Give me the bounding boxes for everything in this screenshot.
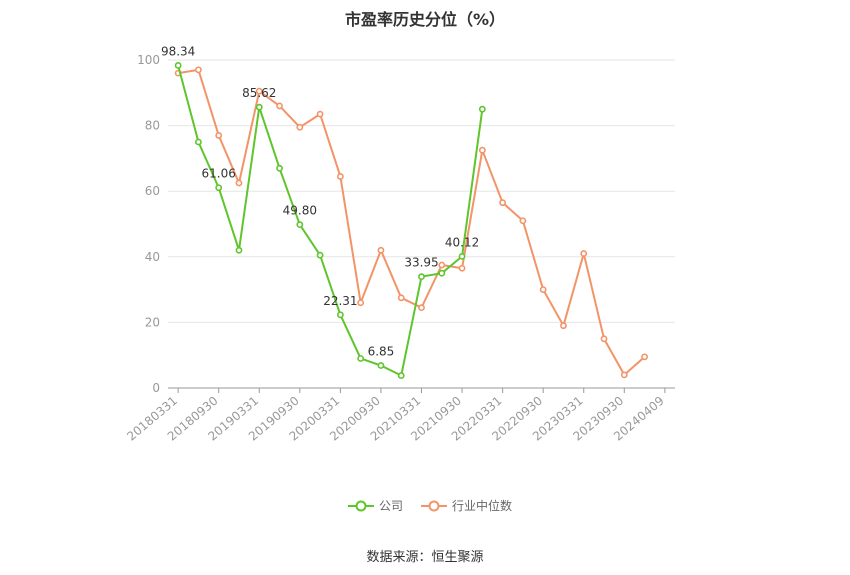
series-point-1	[519, 217, 527, 225]
series-point-0	[215, 184, 223, 192]
legend-swatch-industry-median	[421, 500, 448, 511]
data-label: 61.06	[202, 167, 236, 181]
series-point-0	[377, 362, 385, 369]
y-tick-label: 80	[145, 119, 160, 133]
series-point-1	[539, 286, 547, 293]
legend-label-industry-median: 行业中位数	[452, 499, 513, 513]
series-point-0	[336, 311, 344, 319]
series-point-1	[215, 132, 223, 139]
series-point-0	[438, 269, 446, 277]
legend-item-industry-median[interactable]: 行业中位数	[421, 497, 512, 514]
series-point-1	[296, 123, 304, 131]
series-point-1	[235, 179, 243, 187]
series-point-1	[397, 294, 405, 302]
chart-title: 市盈率历史分位（%）	[344, 10, 506, 29]
series-point-1	[478, 146, 486, 154]
legend-marker-industry-median	[428, 500, 440, 511]
legend-swatch-company	[348, 500, 374, 511]
legend-label-company: 公司	[379, 499, 404, 513]
series-point-1	[620, 371, 628, 379]
y-tick-label: 60	[145, 184, 160, 198]
data-label-layer: 98.34 61.06 85.62 49.80 22.31 6.85 33.95 40.12	[161, 44, 479, 358]
series-point-0	[174, 62, 182, 69]
legend-marker-company	[355, 500, 367, 511]
series-point-1	[195, 66, 202, 74]
series-point-1	[418, 304, 425, 312]
data-label: 22.31	[323, 294, 357, 308]
series-point-0	[235, 246, 243, 254]
series-layer	[174, 62, 648, 379]
series-point-1	[357, 299, 365, 307]
y-tick-label: 100	[137, 53, 160, 67]
grid-layer	[168, 59, 675, 323]
series-point-0	[316, 251, 324, 259]
series-point-1	[336, 173, 344, 180]
y-tick-label: 0	[152, 381, 160, 395]
series-point-1	[458, 264, 466, 272]
series-point-1	[255, 87, 263, 95]
series-point-1	[438, 261, 446, 269]
series-point-0	[255, 103, 263, 111]
series-point-1	[499, 199, 507, 207]
series-point-0	[357, 355, 365, 362]
series-point-1	[276, 102, 283, 110]
series-point-1	[600, 335, 608, 343]
series-point-1	[560, 322, 567, 330]
series-point-1	[377, 246, 385, 254]
series-line-1	[177, 68, 646, 376]
series-point-0	[397, 372, 405, 379]
data-label: 33.95	[404, 256, 438, 270]
data-label: 6.85	[368, 345, 395, 359]
series-point-0	[296, 221, 304, 229]
series-point-0	[195, 138, 202, 146]
data-label: 40.12	[445, 235, 479, 249]
series-point-0	[478, 105, 486, 113]
y-tick-label: 20	[145, 315, 160, 329]
data-label: 98.34	[161, 44, 195, 58]
series-point-1	[580, 250, 588, 257]
data-source: 数据来源：恒生聚源	[366, 550, 484, 565]
series-point-1	[641, 353, 648, 361]
series-point-0	[458, 253, 466, 260]
y-tick-label: 40	[145, 250, 160, 264]
series-point-0	[418, 273, 425, 281]
data-label: 49.80	[283, 204, 317, 218]
axis-layer: 0204060801002018033120180930201903312019…	[124, 53, 675, 444]
series-line-0	[177, 65, 484, 377]
series-point-0	[276, 164, 283, 172]
legend: 公司 行业中位数	[348, 497, 530, 514]
legend-item-company[interactable]: 公司	[348, 497, 403, 514]
data-label: 85.62	[242, 86, 276, 100]
series-point-1	[316, 110, 324, 118]
